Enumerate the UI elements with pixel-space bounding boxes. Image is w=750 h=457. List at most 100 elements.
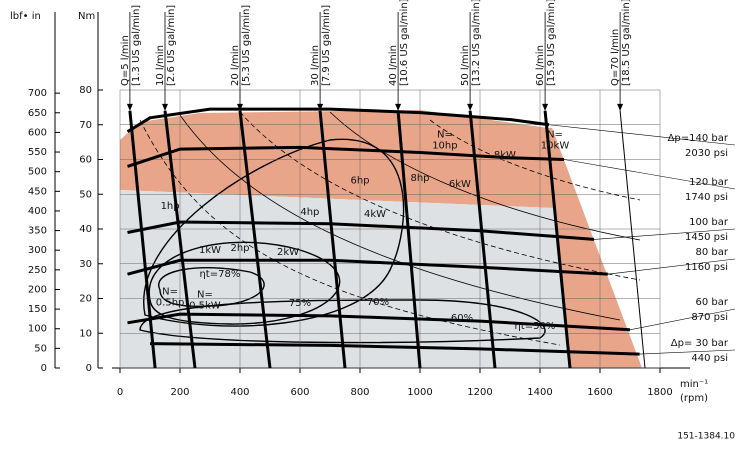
curve-annotation: 2hp: [230, 243, 249, 254]
flow-us-label: [2.6 US gal/min]: [166, 5, 177, 86]
x-tick-label: 1000: [407, 387, 432, 398]
pressure-label: 100 bar: [689, 217, 729, 228]
x-tick-label: 1800: [647, 387, 672, 398]
label-leader: [607, 258, 736, 275]
flow-us-label: [10.6 US gal/min]: [399, 0, 410, 86]
label-leader: [629, 308, 736, 331]
flow-us-label: [5.3 US gal/min]: [241, 5, 252, 86]
flow-line: [619, 110, 646, 369]
psi-label: 1450 psi: [685, 232, 728, 243]
psi-label: 440 psi: [691, 353, 728, 364]
flow-label: Q=70 l/min: [610, 29, 621, 86]
curve-annotation: N=: [437, 130, 453, 141]
curve-annotation: 0.5hp: [156, 298, 185, 309]
curve-annotation: 60%: [451, 313, 473, 324]
pressure-label: Δp=140 bar: [668, 133, 729, 144]
flow-us-label: [7.9 US gal/min]: [321, 5, 332, 86]
flow-arrow: [542, 103, 549, 111]
y-tick-label: 0: [86, 363, 92, 374]
flow-label: Q=5 l/min: [120, 35, 131, 86]
flow-line: [163, 110, 197, 369]
y-tick-label: 40: [79, 224, 92, 235]
curve-annotation: N=: [197, 289, 213, 300]
psi-label: 1740 psi: [685, 192, 728, 203]
y2-tick-label: 600: [28, 127, 47, 138]
pressure-label: 80 bar: [696, 247, 729, 258]
y2-tick-label: 700: [28, 88, 47, 99]
curve-annotation: 4kW: [364, 209, 386, 220]
curve-annotation: ηt=78%: [199, 269, 240, 280]
curve-annotation: 10kW: [541, 141, 570, 152]
flow-us-label: [18.5 US gal/min]: [621, 0, 632, 86]
curve-annotation: N=: [162, 287, 178, 298]
pressure-label: 60 bar: [696, 297, 729, 308]
flow-arrow: [395, 103, 402, 111]
flow-label: 30 l/min: [310, 45, 321, 86]
y-tick-label: 10: [79, 328, 92, 339]
flow-label: 10 l/min: [155, 45, 166, 86]
y2-tick-label: 100: [28, 324, 47, 335]
efficiency-curves: [139, 138, 546, 344]
x-tick-label: 0: [117, 387, 123, 398]
curve-annotation: 6hp: [350, 175, 369, 186]
flow-arrow: [126, 103, 133, 111]
label-leader: [563, 159, 736, 190]
flow-arrow: [617, 103, 624, 111]
y-tick-label: 60: [79, 155, 92, 166]
curve-annotation: 70%: [367, 297, 389, 308]
x-tick-label: 200: [170, 387, 189, 398]
flow-line: [318, 110, 347, 369]
curve-annotation: 6kW: [449, 179, 471, 190]
y-tick-label: 20: [79, 294, 92, 305]
curve-annotation: N=: [547, 130, 563, 141]
curve-annotation: 8hp: [410, 173, 429, 184]
curve-annotation: 75%: [289, 298, 311, 309]
flow-line: [468, 110, 497, 369]
y-tick-label: 30: [79, 259, 92, 270]
x-tick-label: 1400: [527, 387, 552, 398]
y-axis-label: Nm: [78, 11, 95, 22]
y-tick-label: 70: [79, 120, 92, 131]
flow-us-label: [15.9 US gal/min]: [546, 0, 557, 86]
flow-arrow: [467, 103, 474, 111]
label-leader: [548, 124, 736, 146]
flow-label: 20 l/min: [230, 45, 241, 86]
flow-us-label: [1.3 US gal/min]: [131, 5, 142, 86]
pressure-curve: [126, 107, 550, 133]
label-leader: [639, 349, 736, 355]
pressure-label: Δp= 30 bar: [671, 338, 729, 349]
y2-tick-label: 200: [28, 284, 47, 295]
label-leader: [593, 228, 736, 240]
y2-tick-label: 250: [28, 265, 47, 276]
y2-tick-label: 150: [28, 304, 47, 315]
curve-annotation: 4hp: [300, 207, 319, 218]
x-tick-label: 800: [350, 387, 369, 398]
flow-line: [238, 110, 272, 369]
curve-annotation: ηt=50%: [514, 321, 555, 332]
curve-annotation: 1kW: [199, 245, 221, 256]
flow-arrow: [317, 103, 324, 111]
x-axis-unit: (rpm): [680, 393, 708, 404]
high-pressure-zone: [120, 110, 642, 368]
x-tick-label: 1600: [587, 387, 612, 398]
pressure-curve: [127, 312, 631, 332]
flow-label: 40 l/min: [388, 45, 399, 86]
curve-annotation: 2kW: [277, 247, 299, 258]
pressure-label: 120 bar: [689, 177, 729, 188]
flow-arrow: [237, 103, 243, 111]
psi-label: 1160 psi: [685, 262, 728, 273]
y2-tick-label: 500: [28, 167, 47, 178]
flow-line: [396, 110, 422, 369]
y2-tick-label: 550: [28, 147, 47, 158]
x-tick-label: 600: [290, 387, 309, 398]
flow-label: 50 l/min: [460, 45, 471, 86]
y2-tick-label: 650: [28, 108, 47, 119]
y2-tick-label: 0: [41, 363, 47, 374]
psi-label: 870 psi: [691, 312, 728, 323]
x-tick-label: 400: [230, 387, 249, 398]
y2-tick-label: 300: [28, 245, 47, 256]
flow-line: [128, 110, 157, 369]
flow-arrow: [162, 103, 168, 111]
flow-label: 60 l/min: [535, 45, 546, 86]
x-axis-label: min⁻¹: [680, 379, 708, 390]
